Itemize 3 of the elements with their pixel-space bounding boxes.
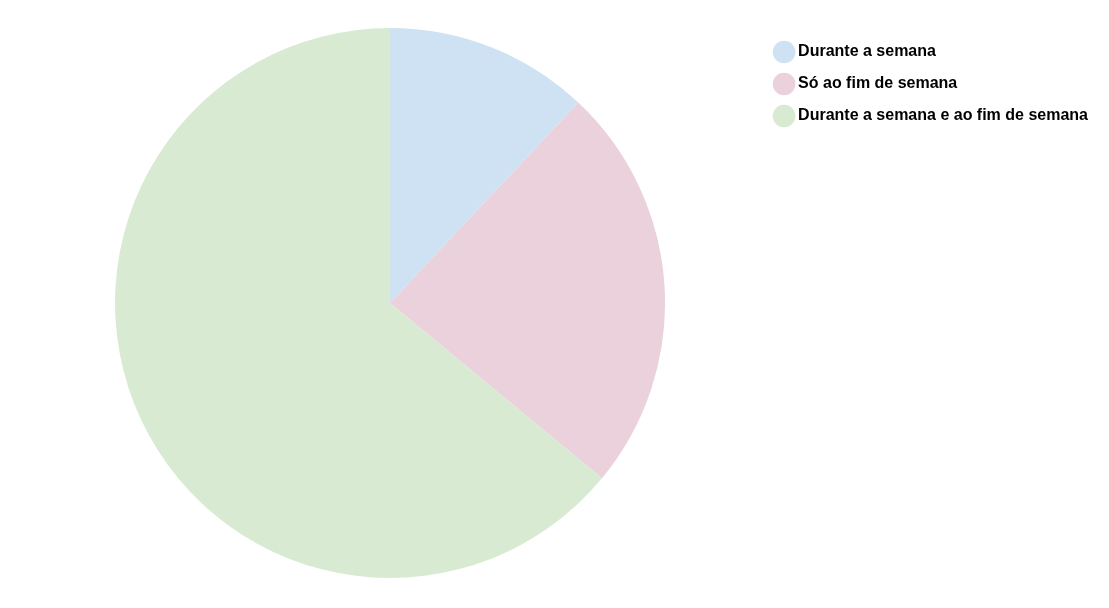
legend-label: Durante a semana e ao fim de semana [798, 106, 1089, 124]
legend-label: Durante a semana [798, 42, 937, 60]
legend-label: Só ao fim de semana [798, 74, 958, 92]
